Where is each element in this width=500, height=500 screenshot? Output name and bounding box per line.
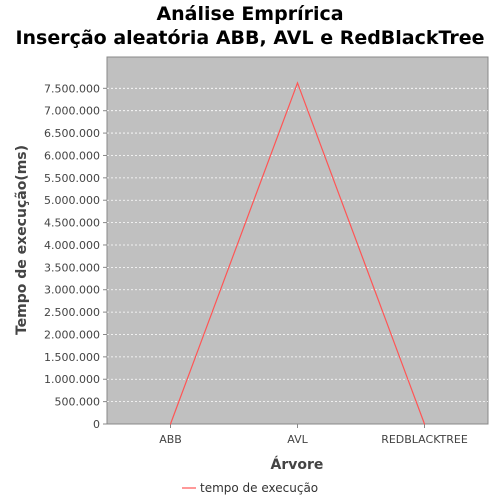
y-tick-label: 7.000.000 <box>44 105 100 118</box>
chart-title-line-2: Inserção aleatória ABB, AVL e RedBlackTr… <box>15 27 484 49</box>
legend: tempo de execução <box>182 481 318 495</box>
y-tick-label: 3.500.000 <box>44 261 100 274</box>
chart-title-line-1: Análise Emprírica <box>156 3 343 25</box>
y-tick-label: 1.000.000 <box>44 373 100 386</box>
data-point <box>423 423 426 425</box>
y-tick-label: 500.000 <box>55 396 101 409</box>
y-tick-label: 2.500.000 <box>44 306 100 319</box>
y-tick-label: 4.500.000 <box>44 217 100 230</box>
x-axis-ticks: ABB AVL REDBLACKTREE <box>159 424 468 446</box>
legend-label: tempo de execução <box>200 481 318 495</box>
x-tick-label: AVL <box>287 433 308 446</box>
data-point <box>296 82 299 84</box>
y-axis-ticks: 0 500.000 1.000.000 1.500.000 2.000.000 2.500… <box>44 82 107 431</box>
plot-area <box>106 56 489 425</box>
y-tick-label: 3.000.000 <box>44 284 100 297</box>
data-point <box>169 423 172 425</box>
y-tick-label: 6.500.000 <box>44 127 100 140</box>
y-tick-label: 7.500.000 <box>44 82 100 95</box>
y-tick-label: 6.000.000 <box>44 149 100 162</box>
y-tick-label: 1.500.000 <box>44 351 100 364</box>
y-tick-label: 4.000.000 <box>44 239 100 252</box>
x-axis-title: Árvore <box>271 456 324 473</box>
series-layer <box>169 81 426 425</box>
y-tick-label: 0 <box>93 418 100 431</box>
y-tick-label: 2.000.000 <box>44 328 100 341</box>
y-axis-title: Tempo de execução(ms) <box>14 145 30 335</box>
gridlines <box>107 87 488 403</box>
x-tick-label: REDBLACKTREE <box>381 433 468 446</box>
y-tick-label: 5.000.000 <box>44 194 100 207</box>
x-tick-label: ABB <box>159 433 182 446</box>
y-tick-label: 5.500.000 <box>44 172 100 185</box>
